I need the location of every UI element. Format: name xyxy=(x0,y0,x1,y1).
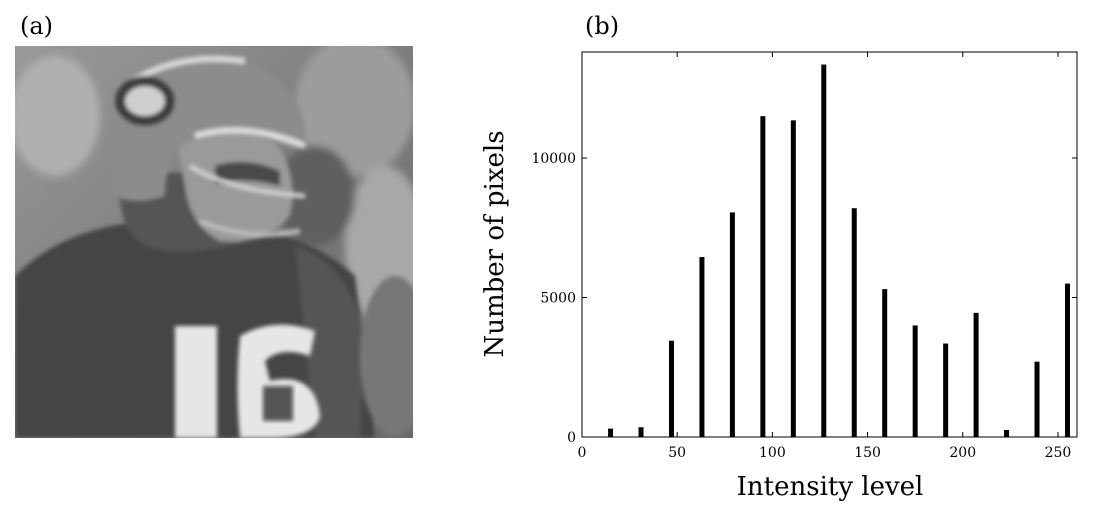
plot-frame xyxy=(581,51,1078,438)
histogram-bar xyxy=(882,289,888,437)
histogram-bar xyxy=(1064,283,1070,437)
x-axis-title: Intensity level xyxy=(737,472,924,502)
histogram-bar xyxy=(790,120,796,438)
x-tick-label: 200 xyxy=(949,445,976,461)
panel-label-b: (b) xyxy=(585,12,620,40)
x-tick-label: 50 xyxy=(668,445,686,461)
histogram-bar xyxy=(973,312,979,437)
y-tick-label: 5000 xyxy=(540,291,576,307)
x-tick-label: 250 xyxy=(1045,445,1072,461)
y-tick-label: 10000 xyxy=(531,151,576,167)
histogram-chart: 0 50 100 150 200 250 0 5000 10000 Intensity lev… xyxy=(480,51,1078,502)
x-tick-label: 100 xyxy=(759,445,786,461)
histogram-bar xyxy=(668,340,674,437)
histogram-bar xyxy=(821,64,827,437)
histogram-bar xyxy=(638,427,644,437)
x-axis-ticks: 0 50 100 150 200 250 xyxy=(578,52,1072,461)
histogram-bar xyxy=(943,343,949,437)
y-axis-ticks: 0 5000 10000 xyxy=(531,151,1077,446)
y-axis-title: Number of pixels xyxy=(480,130,510,357)
football-player-photo: 16 xyxy=(15,46,413,438)
histogram-bar xyxy=(608,428,614,437)
histogram-bar xyxy=(699,257,705,437)
histogram-bar xyxy=(912,325,918,437)
x-tick-label: 150 xyxy=(854,445,881,461)
histogram-bars xyxy=(608,64,1070,438)
histogram-bar xyxy=(729,212,735,437)
x-tick-label: 0 xyxy=(578,445,587,461)
panel-label-a: (a) xyxy=(20,12,54,40)
y-tick-label: 0 xyxy=(567,430,576,446)
histogram-bar xyxy=(760,116,766,438)
histogram-bar xyxy=(851,208,857,437)
histogram-bar xyxy=(1004,430,1010,437)
histogram-bar xyxy=(1034,361,1040,437)
photo-illustration: 16 xyxy=(15,46,413,438)
